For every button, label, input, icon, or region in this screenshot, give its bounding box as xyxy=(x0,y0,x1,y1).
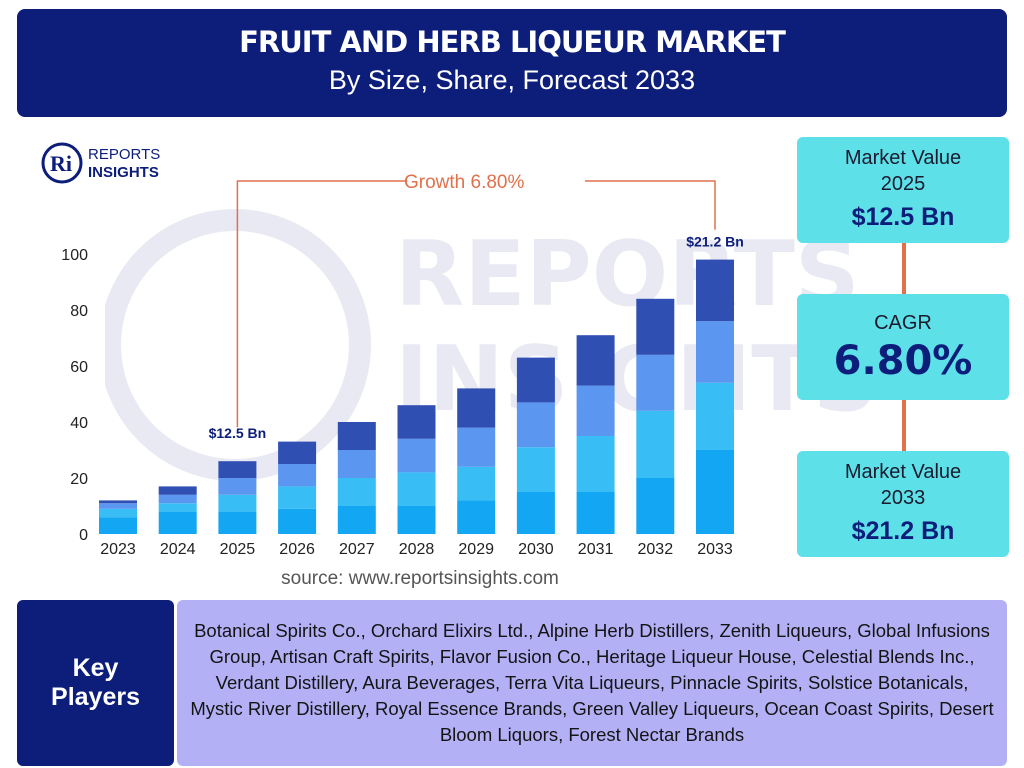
title-banner: FRUIT AND HERB LIQUEUR MARKET By Size, S… xyxy=(17,9,1007,117)
market-value-2033: $21.2 Bn xyxy=(851,517,955,545)
bar-segment xyxy=(337,478,376,506)
source-note: source: www.reportsinsights.com xyxy=(281,568,559,589)
start-value-label: $12.5 Bn xyxy=(209,425,267,441)
market-value-2025: $12.5 Bn xyxy=(851,203,955,231)
bar-segment xyxy=(576,492,615,534)
x-tick-label: 2024 xyxy=(160,541,196,558)
bar-segment xyxy=(696,321,734,383)
bar-segment xyxy=(218,461,257,478)
bar-segment xyxy=(278,486,317,509)
y-tick-label: 20 xyxy=(70,471,88,488)
x-tick-label: 2027 xyxy=(339,541,375,558)
bar-segment xyxy=(99,503,137,509)
page-title: FRUIT AND HERB LIQUEUR MARKET xyxy=(239,25,786,59)
key-players-label-line1: Key xyxy=(72,654,119,682)
logo-mark: Ri xyxy=(50,151,72,176)
bar-segment xyxy=(218,494,257,512)
bar-segment xyxy=(576,385,615,436)
x-tick-label: 2030 xyxy=(518,541,554,558)
bar-segment xyxy=(636,354,675,411)
x-tick-label: 2026 xyxy=(279,541,315,558)
logo-line1: REPORTS xyxy=(88,146,160,163)
bar-segment xyxy=(516,492,555,534)
bar-segment xyxy=(337,450,376,478)
y-tick-label: 100 xyxy=(61,247,88,264)
bar-segment xyxy=(516,402,555,448)
bar-segment xyxy=(158,494,197,504)
bar-segment xyxy=(636,478,675,534)
x-tick-label: 2028 xyxy=(399,541,435,558)
y-tick-label: 60 xyxy=(70,359,88,376)
x-tick-label: 2032 xyxy=(638,541,674,558)
bar-segment xyxy=(158,486,197,495)
bar-segment xyxy=(337,506,376,534)
bar-segment xyxy=(397,506,436,534)
key-players-label-line2: Players xyxy=(51,683,140,711)
bar-segment xyxy=(278,508,317,534)
bar-segment xyxy=(99,508,137,518)
bar-segment xyxy=(278,441,317,464)
bar-segment xyxy=(636,298,675,355)
bar-segment xyxy=(696,450,734,534)
growth-annotation: Growth 6.80% $12.5 Bn $21.2 Bn xyxy=(209,172,744,441)
end-value-label: $21.2 Bn xyxy=(686,234,744,250)
cagr-label: CAGR xyxy=(874,312,932,334)
cagr-card: CAGR 6.80% xyxy=(797,294,1009,400)
growth-line-right xyxy=(585,180,716,230)
bar-segment xyxy=(397,405,436,439)
bar-segment xyxy=(457,466,496,501)
bar-segment xyxy=(516,447,555,492)
bar-segment xyxy=(218,478,257,495)
x-axis: 2023 2024 2025 2026 2027 2028 2029 2030 2031 2032… xyxy=(100,541,733,558)
bar-segment xyxy=(218,511,257,534)
page-subtitle: By Size, Share, Forecast 2033 xyxy=(328,65,696,95)
market-value-2025-card: Market Value 2025 $12.5 Bn xyxy=(797,137,1009,243)
x-tick-label: 2029 xyxy=(458,541,494,558)
bar-segment xyxy=(696,382,734,450)
brand-logo: Ri REPORTS INSIGHTS xyxy=(41,142,160,184)
market-value-2033-card: Market Value 2033 $21.2 Bn xyxy=(797,451,1009,557)
y-tick-label: 0 xyxy=(79,527,88,544)
bar-segment xyxy=(516,357,555,403)
key-players-label: Key Players xyxy=(17,600,174,766)
bar-segment xyxy=(99,500,137,504)
bar-segment xyxy=(576,436,615,492)
y-tick-label: 80 xyxy=(70,303,88,320)
bar-segment xyxy=(397,472,436,506)
key-players-text: Botanical Spirits Co., Orchard Elixirs L… xyxy=(190,620,994,745)
x-tick-label: 2031 xyxy=(578,541,614,558)
y-axis: 0 20 40 60 80 100 xyxy=(61,247,88,544)
cagr-value: 6.80% xyxy=(833,338,973,384)
key-players-list: Botanical Spirits Co., Orchard Elixirs L… xyxy=(177,600,1007,766)
x-tick-label: 2023 xyxy=(100,541,136,558)
bar-segment xyxy=(278,464,317,487)
logo-line2: INSIGHTS xyxy=(88,164,159,181)
market-value-2033-label: Market Value 2033 xyxy=(844,461,962,509)
bar-segment xyxy=(99,517,137,534)
connector-line xyxy=(902,400,906,451)
bar-segment xyxy=(397,438,436,473)
bar-segment xyxy=(158,503,197,512)
bar-segment xyxy=(457,500,496,534)
bar-segment xyxy=(636,410,675,478)
growth-label: Growth 6.80% xyxy=(404,172,524,193)
y-tick-label: 40 xyxy=(70,415,88,432)
bar-segment xyxy=(158,511,197,534)
x-tick-label: 2025 xyxy=(220,541,256,558)
bar-segment xyxy=(576,335,615,386)
growth-line-left xyxy=(236,180,408,428)
market-value-2025-label: Market Value 2025 xyxy=(844,147,962,195)
bar-segment xyxy=(696,259,734,322)
connector-line xyxy=(902,243,906,294)
bars xyxy=(99,259,734,534)
bar-segment xyxy=(337,422,376,450)
bar-segment xyxy=(457,427,496,467)
bar-segment xyxy=(457,388,496,428)
x-tick-label: 2033 xyxy=(697,541,733,558)
